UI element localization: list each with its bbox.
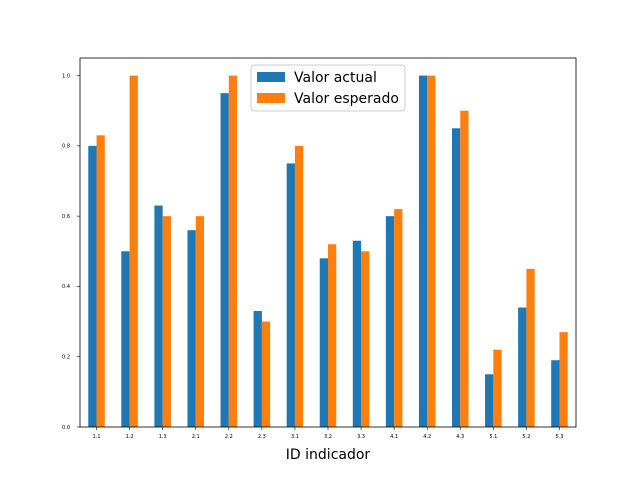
bar-expected-5.2 [526,268,535,427]
bar-expected-1.1 [96,135,105,427]
bar-expected-5.1 [493,349,502,427]
x-tick-label: 5.1 [489,434,497,440]
y-tick-label: 0.6 [62,214,70,220]
bar-actual-3.3 [352,240,362,427]
plot-frame [79,57,577,428]
x-tick-label: 2.2 [225,434,233,440]
x-axis-title: ID indicador [286,447,371,463]
bar-actual-5.3 [551,360,560,427]
y-tick-label: 0.8 [62,144,70,150]
x-axis: 1.1 1.2 1.3 2.1 2.2 2.3 3.1 3.2 3.3 4.1 4.2 4.3 5.1 5… [93,427,563,440]
legend-swatch-expected [257,93,285,103]
bar-actual-4.3 [452,128,461,428]
legend-swatch-actual [257,72,285,82]
bar-actual-1.2 [121,251,130,427]
bar-actual-2.3 [253,311,262,427]
bar-actual-2.2 [220,93,229,427]
x-tick-label: 1.1 [93,434,101,440]
bar-actual-4.2 [418,75,428,427]
y-axis: 0.0 0.2 0.4 0.6 0.8 1.0 [62,73,80,431]
x-tick-label: 4.1 [390,434,398,440]
legend-box [250,64,406,112]
bar-expected-4.2 [427,75,436,427]
bar-expected-2.2 [228,75,238,427]
x-tick-label: 4.2 [423,434,431,440]
y-tick-label: 0.0 [62,425,70,431]
legend: Valor actual Valor esperado [250,64,406,112]
bar-actual-3.1 [286,163,295,427]
bar-expected-3.2 [328,244,337,427]
y-tick-label: 0.2 [62,355,70,361]
x-tick-label: 1.2 [126,434,134,440]
x-tick-label: 5.3 [555,434,563,440]
bar-actual-4.1 [385,216,395,427]
y-tick-label: 1.0 [62,73,70,79]
legend-label-actual: Valor actual [294,70,377,86]
bar-expected-3.3 [361,251,370,427]
x-tick-label: 3.3 [357,434,365,440]
bar-expected-4.3 [460,110,469,428]
x-tick-label: 2.1 [192,434,200,440]
bar-expected-2.1 [195,216,204,427]
legend-label-expected: Valor esperado [294,91,399,107]
bar-expected-3.1 [294,145,304,428]
bar-expected-4.1 [394,209,403,427]
bar-expected-1.3 [162,216,171,427]
bar-actual-5.1 [485,374,494,427]
bar-actual-1.3 [154,205,163,427]
x-tick-label: 3.2 [324,434,332,440]
bar-actual-2.1 [187,230,196,427]
x-tick-label: 5.2 [522,434,530,440]
bar-expected-1.2 [129,75,138,427]
bar-actual-5.2 [518,307,527,427]
y-tick-label: 0.4 [62,284,70,290]
x-tick-label: 1.3 [159,434,167,440]
bar-expected-2.3 [261,321,271,427]
bars-group [88,75,568,428]
bar-actual-1.1 [88,145,97,428]
bar-expected-5.3 [559,332,568,427]
bar-actual-3.2 [319,258,328,427]
x-tick-label: 4.3 [456,434,464,440]
x-tick-label: 2.3 [258,434,266,440]
x-tick-label: 3.1 [291,434,299,440]
